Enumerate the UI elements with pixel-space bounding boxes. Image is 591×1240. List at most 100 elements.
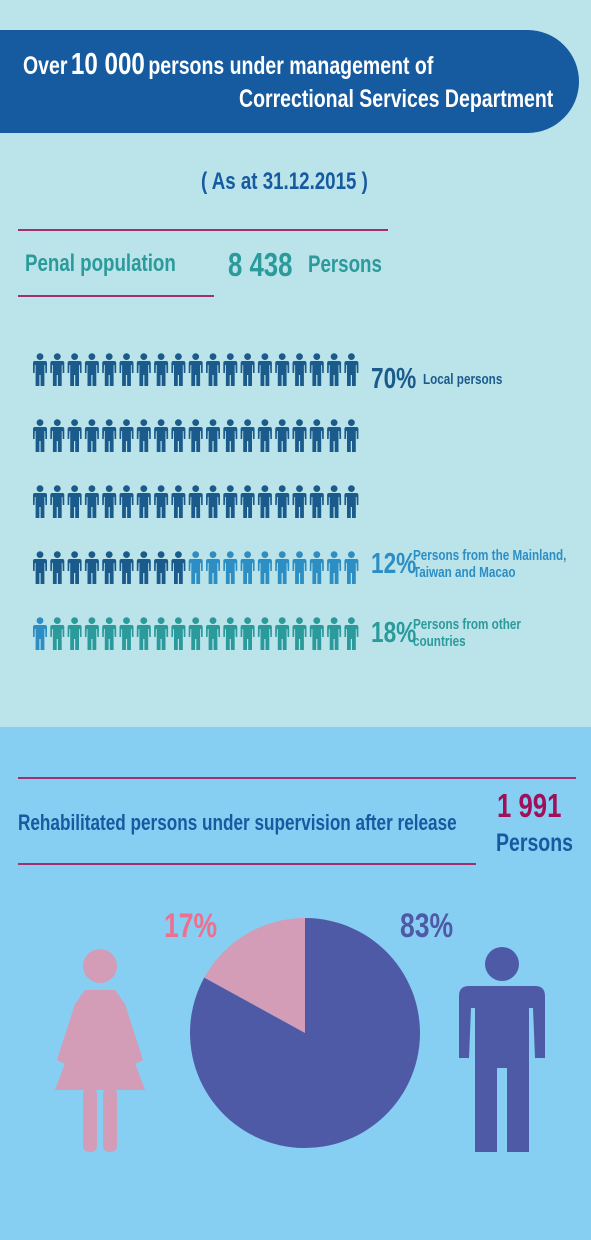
person-icon [188, 353, 203, 386]
female-percent: 17% [164, 907, 218, 945]
person-icon [240, 485, 255, 518]
person-icon [33, 419, 47, 452]
pct-other-label: Persons from other countries [413, 616, 521, 650]
person-icon [188, 485, 203, 518]
person-icon [292, 551, 307, 584]
pct-mainland-value: 12% [371, 547, 417, 580]
pct-other: 18% Persons from other countries [371, 614, 551, 652]
person-icon [102, 353, 117, 386]
person-icon [223, 353, 238, 386]
person-icon [119, 485, 134, 518]
rehab-number: 1 991 [497, 787, 562, 824]
person-icon [67, 485, 82, 518]
person-icon [344, 419, 359, 452]
person-icon [344, 353, 359, 386]
header-number: 10 000 [70, 46, 145, 81]
person-icon [136, 551, 151, 584]
person-icon [119, 617, 134, 650]
person-icon [223, 617, 238, 650]
pictogram-svg [33, 353, 359, 650]
person-icon [206, 617, 220, 650]
person-icon [171, 419, 186, 452]
divider-bottom [18, 295, 214, 297]
person-icon [223, 419, 238, 452]
person-icon [171, 353, 186, 386]
person-icon [50, 617, 65, 650]
pct-other-value: 18% [371, 616, 417, 649]
person-icon [171, 485, 186, 518]
person-icon [84, 617, 99, 650]
person-icon [240, 551, 255, 584]
person-icon [309, 617, 324, 650]
person-pictogram-grid [33, 353, 363, 653]
person-icon [119, 419, 134, 452]
person-icon [188, 419, 203, 452]
person-icon [292, 617, 307, 650]
person-icon [275, 419, 290, 452]
person-icon [223, 551, 238, 584]
person-icon [67, 617, 82, 650]
person-icon [257, 419, 272, 452]
person-icon [84, 485, 99, 518]
person-icon [84, 551, 99, 584]
person-icon [327, 617, 342, 650]
person-icon [154, 551, 169, 584]
male-percent: 83% [400, 907, 454, 945]
person-icon [171, 617, 186, 650]
penal-number: 8 438 [228, 246, 293, 283]
header-title-line2: Correctional Services Department [239, 85, 591, 114]
person-icon [292, 419, 307, 452]
person-icon [327, 419, 342, 452]
person-icon [136, 617, 151, 650]
person-icon [206, 353, 220, 386]
person-icon [67, 353, 82, 386]
person-icon [67, 419, 82, 452]
divider-rehab-bottom [18, 863, 476, 865]
person-icon [154, 419, 169, 452]
person-icon [275, 617, 290, 650]
pct-local: 70% Local persons [371, 361, 525, 397]
pct-mainland-label: Persons from the Mainland, Taiwan and Mac… [413, 547, 567, 581]
person-icon [84, 419, 99, 452]
person-icon [257, 485, 272, 518]
person-icon [188, 551, 203, 584]
person-icon [119, 551, 134, 584]
person-icon [275, 353, 290, 386]
person-icon [257, 551, 272, 584]
pct-local-value: 70% [371, 362, 417, 395]
person-icon [292, 485, 307, 518]
person-icon [50, 551, 65, 584]
person-icon [171, 551, 186, 584]
header-banner [0, 30, 579, 133]
header-line2-text: Correctional Services Department [239, 85, 554, 113]
person-icon [344, 551, 359, 584]
person-icon [102, 419, 117, 452]
person-icon [33, 353, 47, 386]
pct-local-label: Local persons [423, 370, 503, 388]
person-icon [33, 617, 47, 650]
person-icon [257, 353, 272, 386]
pie-slice-female [204, 918, 305, 1033]
rehab-unit: Persons [496, 829, 573, 857]
header-pre: Over [23, 52, 68, 80]
person-icon [136, 419, 151, 452]
person-icon [102, 551, 117, 584]
person-icon [240, 617, 255, 650]
penal-unit: Persons [308, 251, 382, 278]
person-icon [309, 551, 324, 584]
person-icon [50, 419, 65, 452]
person-icon [327, 353, 342, 386]
person-icon [240, 353, 255, 386]
person-icon [206, 485, 220, 518]
divider-rehab-top [18, 777, 576, 779]
gender-pie-chart [189, 918, 420, 1148]
woman-icon [55, 949, 145, 1152]
person-icon [206, 551, 220, 584]
person-icon [136, 485, 151, 518]
person-icon [33, 485, 47, 518]
person-icon [309, 485, 324, 518]
person-icon [67, 551, 82, 584]
person-icon [309, 353, 324, 386]
man-icon [459, 947, 545, 1152]
rehab-label: Rehabilitated persons under supervision … [18, 810, 457, 835]
